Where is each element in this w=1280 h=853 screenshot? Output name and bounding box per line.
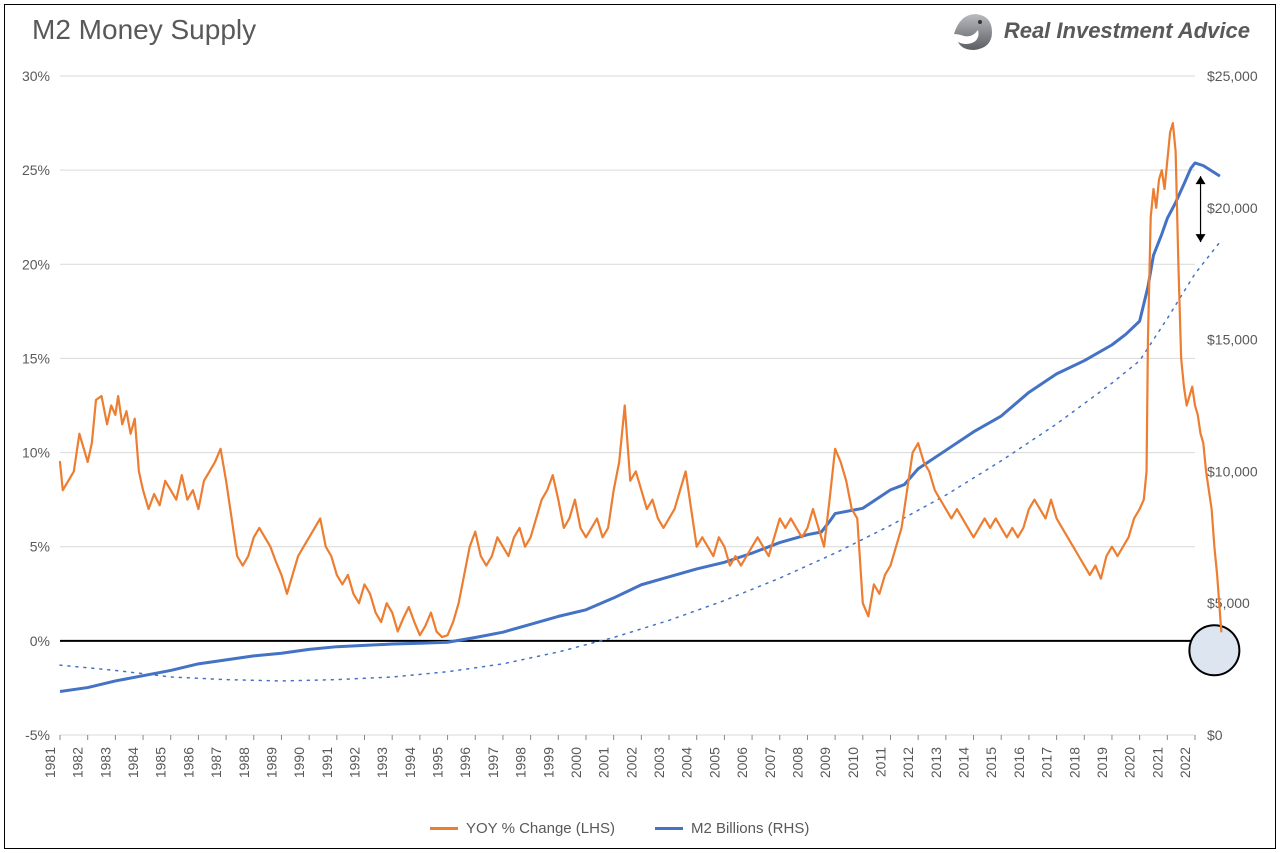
chart-frame (4, 4, 1276, 849)
brand-logo: Real Investment Advice (950, 8, 1250, 54)
legend-swatch-yoy (430, 827, 458, 830)
legend-label-yoy: YOY % Change (LHS) (466, 820, 615, 837)
chart-title: M2 Money Supply (32, 14, 256, 46)
legend-item-m2: M2 Billions (RHS) (655, 820, 809, 837)
eagle-icon (950, 8, 996, 54)
legend-swatch-m2 (655, 827, 683, 830)
legend-label-m2: M2 Billions (RHS) (691, 820, 809, 837)
brand-text: Real Investment Advice (1004, 18, 1250, 44)
legend-item-yoy: YOY % Change (LHS) (430, 820, 615, 837)
legend: YOY % Change (LHS) M2 Billions (RHS) (430, 820, 809, 837)
